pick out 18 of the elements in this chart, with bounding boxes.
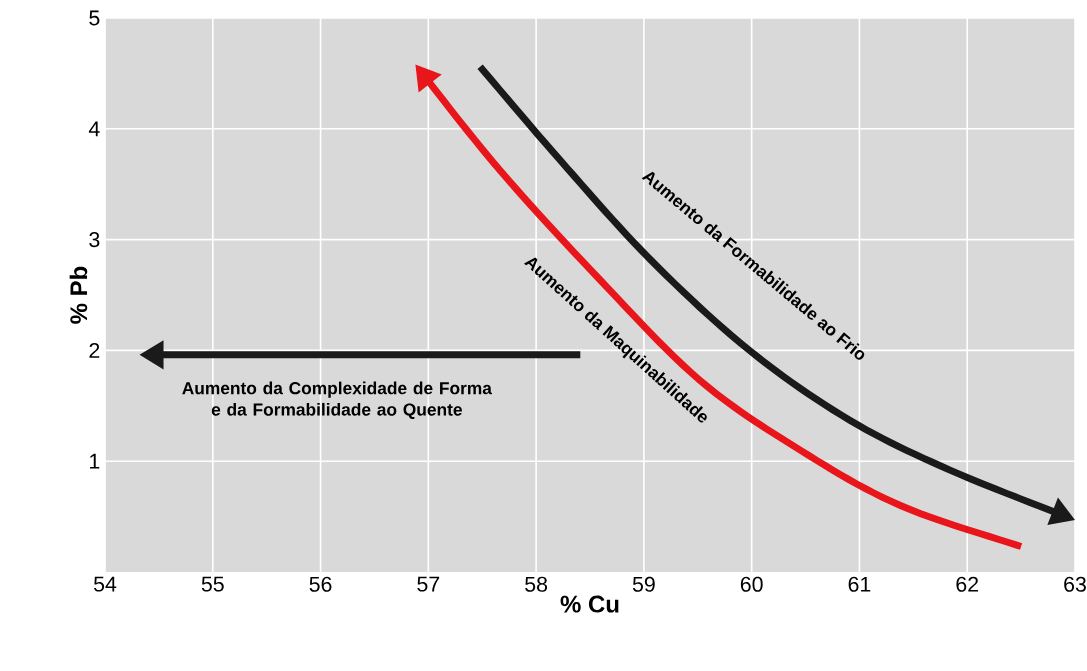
x-tick-label: 62 — [956, 576, 979, 592]
x-tick-label: 56 — [309, 576, 332, 592]
y-tick-label: 2 — [89, 342, 100, 358]
x-tick-label: 58 — [525, 576, 548, 592]
x-tick-label: 59 — [632, 576, 655, 592]
x-tick-label: 60 — [740, 576, 763, 592]
y-axis-title: % Pb — [69, 266, 88, 324]
x-tick-label: 63 — [1064, 576, 1086, 592]
x-tick-label: 54 — [94, 576, 117, 592]
x-tick-label: 55 — [201, 576, 224, 592]
y-tick-label: 4 — [88, 121, 100, 137]
y-tick-label: 5 — [89, 10, 100, 26]
y-tick-label: 1 — [90, 453, 100, 469]
annotation: Aumento da Complexidade de Forma e da Formabilidade ao Quente — [182, 381, 492, 419]
x-tick-label: 61 — [848, 576, 871, 592]
y-tick-label: 3 — [89, 232, 100, 248]
x-tick-label: 57 — [417, 576, 440, 592]
x-axis-title: % Cu — [560, 595, 619, 613]
